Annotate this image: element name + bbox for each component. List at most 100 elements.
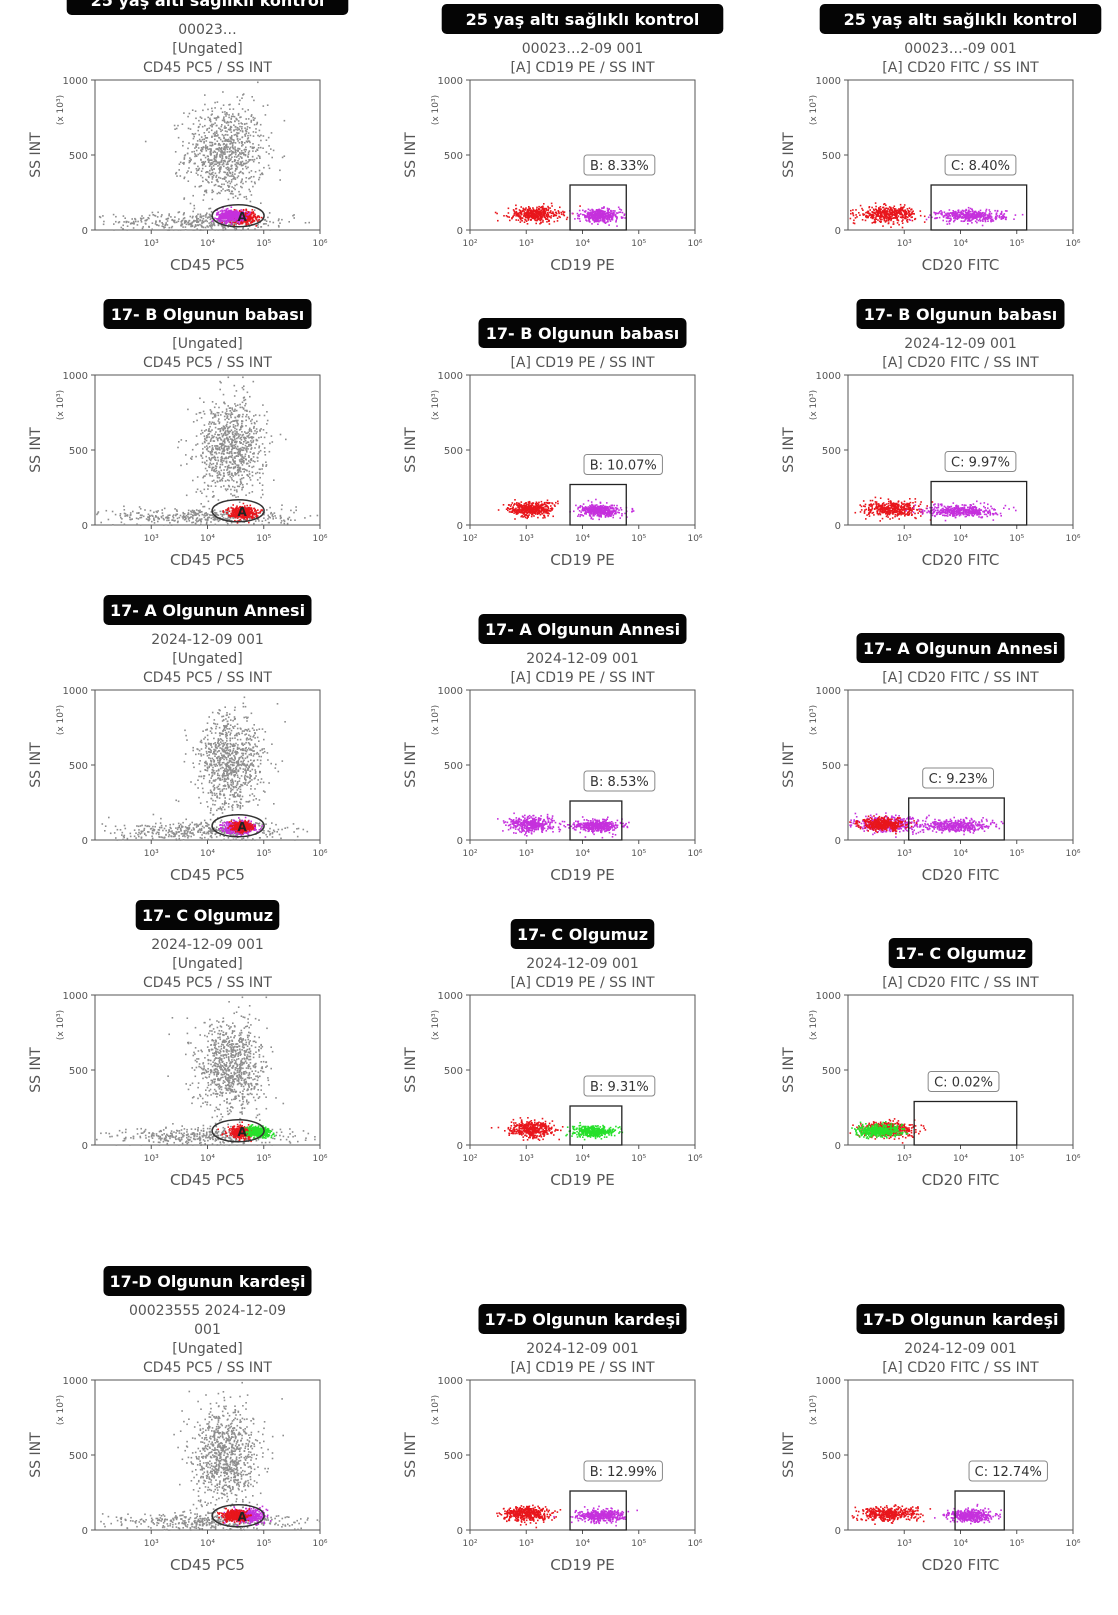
event-dot: [217, 514, 220, 517]
event-dot: [879, 218, 882, 221]
event-dot: [209, 162, 211, 164]
event-dot: [211, 480, 214, 482]
event-dot: [234, 142, 237, 144]
event-dot: [254, 171, 257, 173]
event-dot: [540, 213, 543, 215]
event-dot: [221, 178, 224, 180]
event-dot: [862, 213, 864, 215]
event-dot: [215, 459, 217, 461]
event-dot: [214, 433, 216, 435]
event-dot: [218, 127, 220, 129]
event-dot: [212, 462, 215, 465]
event-dot: [888, 216, 891, 218]
event-dot: [590, 212, 593, 215]
event-dot: [877, 212, 880, 215]
event-dot: [524, 212, 527, 215]
event-dot: [241, 431, 243, 433]
event-dot: [152, 214, 154, 216]
event-dot: [247, 448, 249, 450]
event-dot: [866, 216, 868, 219]
event-dot: [206, 212, 208, 214]
event-dot: [211, 107, 213, 110]
event-dot: [267, 514, 269, 517]
event-dot: [234, 410, 236, 412]
event-dot: [219, 466, 221, 468]
event-dot: [200, 149, 202, 152]
event-dot: [555, 214, 558, 217]
event-dot: [249, 479, 252, 481]
event-dot: [214, 151, 217, 153]
event-dot: [230, 477, 233, 479]
event-dot: [241, 142, 243, 145]
event-dot: [879, 209, 882, 211]
event-dot: [519, 212, 521, 214]
event-dot: [207, 450, 210, 453]
event-dot: [956, 215, 958, 217]
event-dot: [258, 162, 260, 164]
event-dot: [523, 212, 525, 215]
event-dot: [253, 415, 255, 417]
event-dot: [592, 210, 594, 212]
event-dot: [260, 226, 262, 228]
event-dot: [244, 123, 246, 125]
event-dot: [205, 495, 208, 498]
event-dot: [883, 209, 886, 212]
event-dot: [178, 441, 180, 443]
event-dot: [211, 178, 214, 180]
event-dot: [217, 428, 219, 430]
event-dot: [227, 226, 229, 228]
event-dot: [221, 447, 223, 450]
event-dot: [526, 216, 528, 219]
event-dot: [192, 521, 195, 524]
event-dot: [977, 215, 980, 217]
event-dot: [196, 144, 199, 146]
event-dot: [244, 154, 247, 156]
event-dot: [214, 485, 217, 487]
event-dot: [216, 147, 218, 150]
event-dot: [530, 219, 532, 221]
event-dot: [240, 454, 242, 457]
event-dot: [175, 171, 178, 174]
event-dot: [279, 517, 282, 520]
event-dot: [209, 152, 212, 154]
event-dot: [523, 208, 525, 210]
event-dot: [1000, 213, 1003, 215]
event-dot: [173, 219, 176, 222]
event-dot: [204, 137, 207, 139]
event-dot: [213, 416, 216, 418]
event-dot: [230, 220, 232, 222]
event-dot: [304, 222, 307, 224]
event-dot: [231, 161, 234, 163]
event-dot: [242, 443, 244, 445]
event-dot: [200, 229, 202, 231]
event-dot: [563, 211, 566, 213]
event-dot: [283, 155, 286, 157]
event-dot: [231, 454, 233, 457]
event-dot: [534, 210, 537, 213]
event-dot: [201, 164, 204, 167]
event-dot: [241, 172, 244, 174]
event-dot: [199, 140, 202, 142]
event-dot: [164, 226, 166, 228]
event-dot: [256, 157, 258, 160]
event-dot: [193, 219, 195, 222]
event-dot: [982, 212, 984, 214]
event-dot: [226, 479, 229, 481]
event-dot: [234, 184, 236, 187]
event-dot: [227, 160, 229, 163]
event-dot: [238, 468, 241, 471]
event-dot: [185, 223, 188, 226]
event-dot: [963, 220, 966, 222]
event-dot: [262, 404, 264, 406]
event-dot: [223, 472, 225, 475]
event-dot: [255, 225, 257, 227]
event-dot: [964, 214, 966, 216]
event-dot: [220, 218, 222, 220]
event-dot: [236, 404, 239, 406]
event-dot: [204, 118, 206, 121]
event-dot: [503, 215, 505, 217]
event-dot: [267, 136, 270, 139]
event-dot: [277, 224, 280, 227]
event-dot: [589, 216, 592, 218]
event-dot: [240, 436, 243, 439]
